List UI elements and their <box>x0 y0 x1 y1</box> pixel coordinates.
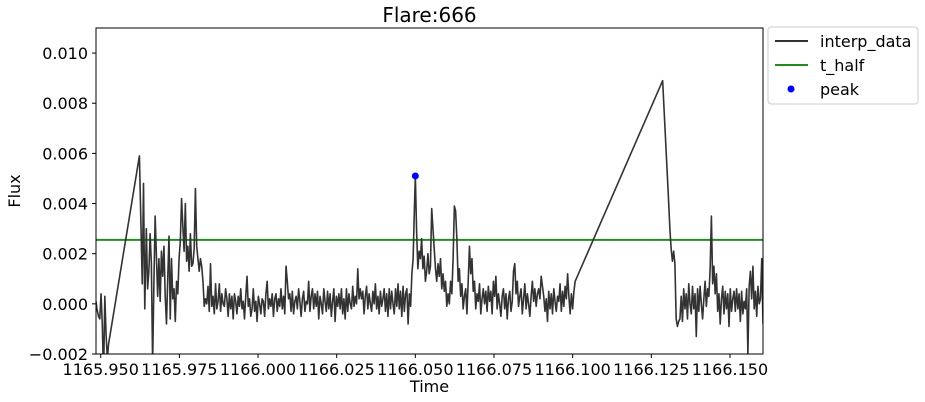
interp-data-line <box>96 79 763 354</box>
legend-interp-data-label: interp_data <box>820 32 911 52</box>
y-axis-label: Flux <box>5 174 24 207</box>
x-tick-label: 1166.150 <box>692 360 768 379</box>
y-tick-label: 0.010 <box>42 44 88 63</box>
x-tick-label: 1166.000 <box>220 360 296 379</box>
legend: interp_data t_half peak <box>767 26 919 105</box>
x-tick-label: 1165.950 <box>63 360 139 379</box>
y-tick-label: 0.000 <box>42 295 88 314</box>
legend-peak-label: peak <box>820 80 860 99</box>
y-tick-label: 0.004 <box>42 195 88 214</box>
y-tick-label: 0.002 <box>42 245 88 264</box>
peak-marker <box>411 172 419 180</box>
y-tick-label: 0.008 <box>42 94 88 113</box>
x-tick-label: 1166.050 <box>377 360 453 379</box>
x-tick-label: 1165.975 <box>141 360 217 379</box>
y-tick-label: 0.006 <box>42 144 88 163</box>
x-tick-label: 1166.025 <box>299 360 375 379</box>
x-axis-label: Time <box>409 377 449 396</box>
y-tick-label: −0.002 <box>29 345 88 364</box>
plot-frame <box>95 27 764 355</box>
x-tick-label: 1166.075 <box>456 360 532 379</box>
chart-title: Flare:666 <box>382 3 476 27</box>
legend-peak-swatch <box>787 85 795 93</box>
x-tick-label: 1166.100 <box>534 360 610 379</box>
x-tick-label: 1166.125 <box>613 360 689 379</box>
legend-frame <box>767 26 919 105</box>
legend-t-half-label: t_half <box>820 56 865 76</box>
